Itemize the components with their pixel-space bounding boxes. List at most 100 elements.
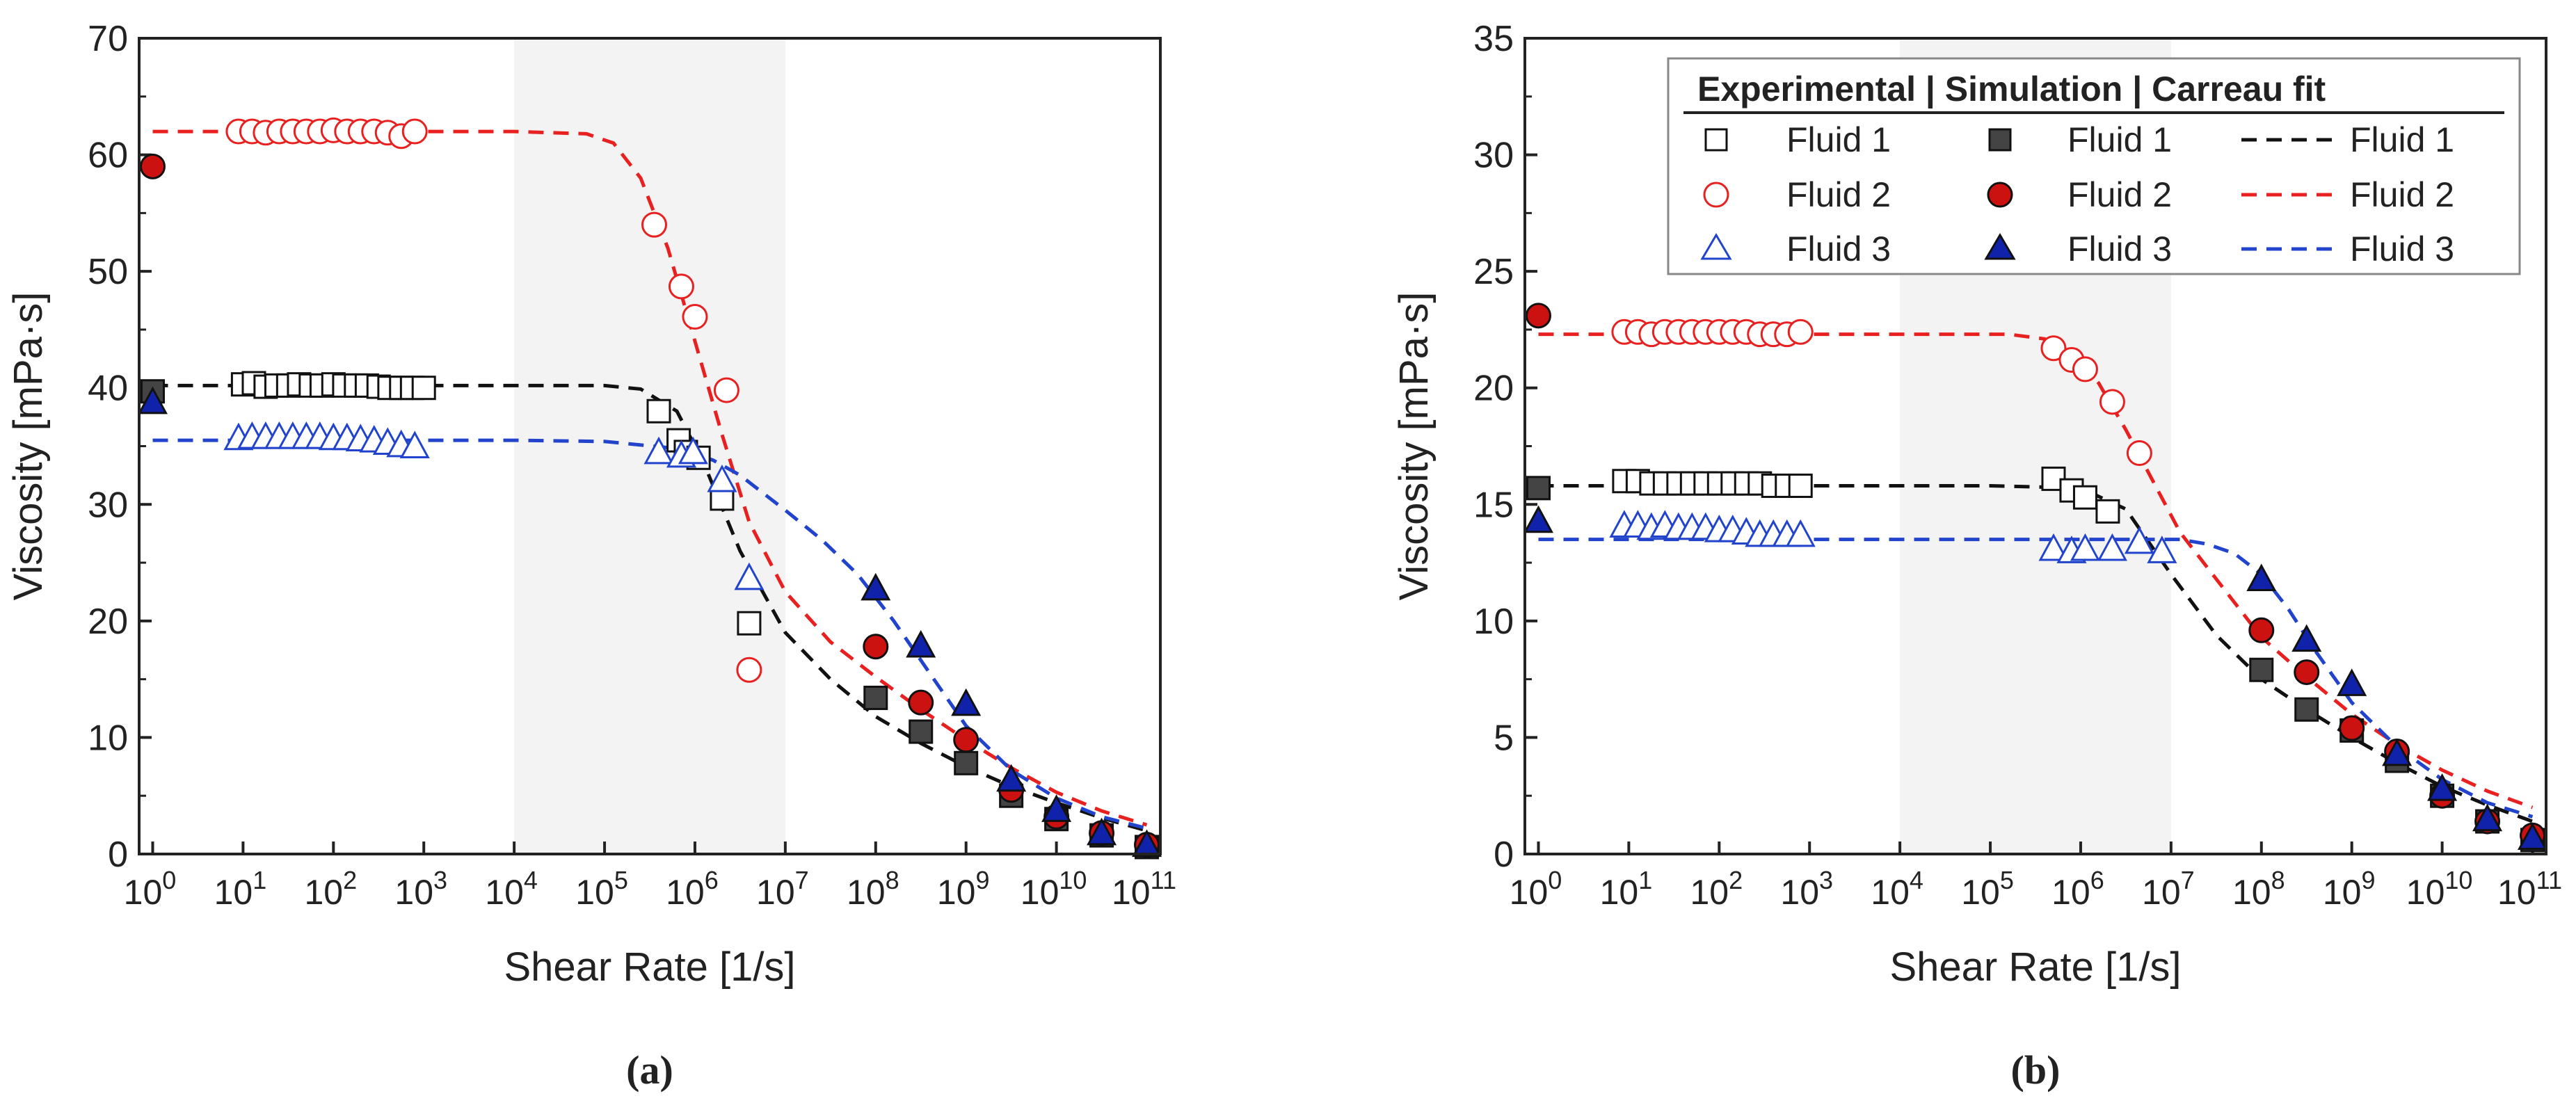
panel-a-ticks: 0 10 20 30 40 50 60 70 100 101 102 103 104 105 106 107 1… [88, 19, 1176, 912]
panel-a-data-points [137, 117, 1162, 860]
simulation-point-fluid-1 [954, 750, 979, 775]
simulation-point-fluid-3 [2472, 803, 2503, 832]
experimental-point-fluid-1 [2072, 485, 2097, 510]
simulation-point-fluid-3 [861, 572, 891, 601]
legend-marker-sim-fluid-1 [1988, 128, 2012, 152]
y-tick-label: 15 [1473, 485, 1514, 525]
legend-label-fit-fluid-2: Fluid 2 [2350, 175, 2454, 214]
simulation-point-fluid-2 [953, 727, 979, 753]
fit-line-fluid-3 [152, 438, 1148, 830]
x-tick-label: 1010 [1021, 866, 1087, 912]
y-tick-label: 0 [1494, 835, 1514, 875]
simulation-point-fluid-3 [906, 629, 936, 658]
legend-label-fit-fluid-1: Fluid 1 [2350, 120, 2454, 159]
y-tick-label: 30 [88, 485, 128, 525]
experimental-point-fluid-3 [2147, 536, 2177, 563]
y-tick-label: 0 [108, 835, 128, 875]
simulation-point-fluid-3 [2517, 822, 2548, 851]
experimental-point-fluid-3 [678, 436, 708, 465]
y-tick-label: 70 [88, 19, 128, 59]
experimental-point-fluid-1 [411, 376, 436, 401]
x-tick-label: 108 [2232, 866, 2285, 912]
experimental-point-fluid-2 [401, 118, 428, 145]
y-tick-label: 30 [1473, 136, 1514, 176]
experimental-point-fluid-2 [2072, 356, 2098, 383]
experimental-point-fluid-1 [737, 611, 762, 636]
x-tick-label: 100 [1510, 866, 1562, 912]
simulation-point-fluid-2 [2294, 659, 2320, 686]
simulation-point-fluid-1 [2249, 657, 2274, 682]
x-tick-label: 104 [485, 866, 538, 912]
experimental-point-fluid-1 [1788, 473, 1813, 498]
experimental-point-fluid-3 [399, 430, 430, 458]
x-tick-label: 102 [1690, 866, 1743, 912]
experimental-point-fluid-3 [2070, 533, 2100, 561]
y-tick-label: 35 [1473, 19, 1514, 59]
y-tick-label: 10 [1473, 602, 1514, 642]
legend-label-exp-fluid-2: Fluid 2 [1786, 175, 1891, 214]
y-tick-label: 5 [1494, 718, 1514, 758]
legend: Experimental | Simulation | Carreau fit … [1667, 57, 2521, 275]
simulation-point-fluid-3 [1523, 505, 1554, 533]
simulation-point-fluid-2 [2339, 715, 2365, 741]
y-tick-label: 20 [1473, 369, 1514, 409]
simulation-point-fluid-3 [1087, 817, 1117, 846]
x-tick-label: 1010 [2406, 866, 2473, 912]
experimental-point-fluid-1 [2095, 499, 2120, 524]
x-tick-label: 101 [1600, 866, 1653, 912]
experimental-point-fluid-2 [682, 303, 708, 330]
legend-box [1667, 57, 2521, 275]
experimental-point-fluid-2 [1787, 319, 1814, 345]
x-tick-label: 102 [304, 866, 357, 912]
legend-marker-sim-fluid-3 [1984, 233, 2016, 260]
experimental-point-fluid-3 [734, 562, 765, 590]
y-tick-label: 10 [88, 718, 128, 758]
x-tick-label: 103 [1780, 866, 1833, 912]
panel-a-x-axis-label: Shear Rate [1/s] [504, 944, 795, 990]
experimental-point-fluid-3 [2097, 533, 2127, 561]
panel-b-y-axis-label: Viscosity [mPa·s] [1391, 292, 1437, 601]
x-tick-label: 1011 [2497, 866, 2562, 912]
experimental-point-fluid-3 [2124, 526, 2154, 554]
legend-label-sim-fluid-1: Fluid 1 [2067, 120, 2172, 159]
legend-row-fluid-1: Fluid 1 Fluid 1 Fluid 1 [1704, 120, 2454, 159]
legend-label-fit-fluid-3: Fluid 3 [2350, 230, 2454, 268]
simulation-point-fluid-1 [909, 719, 934, 744]
experimental-point-fluid-2 [668, 273, 694, 300]
y-tick-label: 20 [88, 602, 128, 642]
simulation-point-fluid-3 [137, 386, 168, 414]
simulation-point-fluid-2 [139, 153, 166, 179]
simulation-point-fluid-2 [863, 634, 889, 660]
experimental-point-fluid-2 [2099, 389, 2125, 415]
fit-line-fluid-1 [152, 383, 1148, 832]
simulation-point-fluid-3 [2246, 563, 2277, 592]
x-tick-label: 107 [2142, 866, 2195, 912]
simulation-point-fluid-3 [2382, 738, 2413, 766]
x-tick-label: 109 [2323, 866, 2376, 912]
simulation-point-fluid-3 [2337, 668, 2367, 696]
legend-marker-exp-fluid-1 [1704, 128, 1728, 152]
simulation-point-fluid-2 [2248, 617, 2275, 643]
x-tick-label: 1011 [1112, 866, 1176, 912]
panel-a-shaded-region [514, 38, 785, 854]
x-tick-label: 101 [214, 866, 267, 912]
panel-a-y-axis-label: Viscosity [mPa·s] [6, 292, 51, 601]
experimental-point-fluid-2 [2126, 440, 2152, 467]
legend-label-exp-fluid-1: Fluid 1 [1786, 120, 1891, 159]
x-tick-label: 109 [937, 866, 990, 912]
panel-b-data-points [1523, 303, 2548, 853]
experimental-point-fluid-2 [641, 211, 667, 238]
simulation-point-fluid-1 [2294, 697, 2319, 722]
legend-marker-exp-fluid-3 [1700, 233, 1732, 260]
panel-a-fit-lines [152, 129, 1148, 832]
panel-b-x-axis-label: Shear Rate [1/s] [1889, 944, 2181, 990]
legend-marker-sim-fluid-2 [1987, 182, 2013, 208]
legend-marker-exp-fluid-2 [1703, 182, 1729, 208]
experimental-point-fluid-3 [2038, 533, 2069, 561]
simulation-point-fluid-3 [1041, 794, 1072, 822]
experimental-point-fluid-2 [2040, 335, 2067, 362]
y-tick-label: 50 [88, 252, 128, 292]
fit-line-fluid-1 [1538, 484, 2534, 823]
legend-label-sim-fluid-2: Fluid 2 [2067, 175, 2172, 214]
